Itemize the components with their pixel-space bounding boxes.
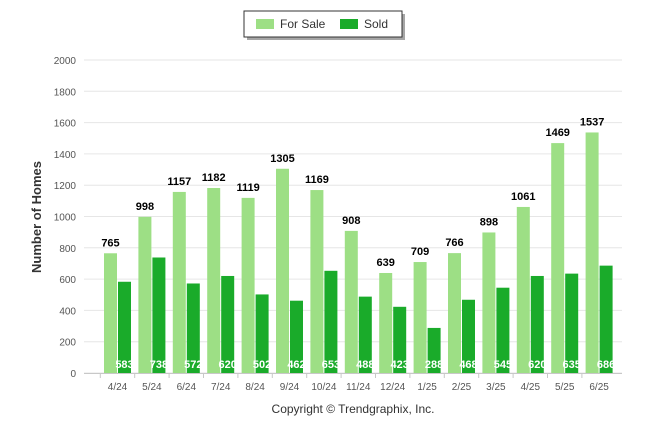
data-label-sold: 468 bbox=[459, 359, 477, 371]
y-tick-label: 1800 bbox=[54, 87, 77, 98]
x-tick-label: 3/25 bbox=[486, 382, 506, 393]
y-tick-label: 1600 bbox=[54, 119, 77, 130]
data-label-for-sale: 1537 bbox=[580, 116, 604, 128]
y-tick-label: 200 bbox=[59, 338, 76, 349]
y-tick-label: 1000 bbox=[54, 213, 77, 224]
x-tick-label: 9/24 bbox=[280, 382, 300, 393]
data-label-for-sale: 908 bbox=[342, 215, 360, 227]
bar-sold[interactable] bbox=[427, 327, 441, 373]
y-tick-label: 2000 bbox=[54, 56, 77, 67]
data-label-for-sale: 1469 bbox=[545, 127, 569, 139]
bars-layer bbox=[104, 132, 613, 373]
data-label-for-sale: 998 bbox=[136, 201, 154, 213]
x-tick-label: 8/24 bbox=[245, 382, 265, 393]
data-label-for-sale: 1169 bbox=[305, 174, 329, 186]
bar-for-sale[interactable] bbox=[104, 253, 117, 373]
legend-swatch-sold bbox=[340, 19, 358, 29]
data-label-for-sale: 766 bbox=[445, 237, 463, 249]
y-tick-label: 400 bbox=[59, 306, 76, 317]
data-label-for-sale: 639 bbox=[377, 257, 395, 269]
x-tick-label: 6/24 bbox=[177, 382, 197, 393]
y-tick-label: 800 bbox=[59, 244, 76, 255]
x-tick-label: 5/24 bbox=[142, 382, 162, 393]
bar-for-sale[interactable] bbox=[551, 143, 565, 373]
bar-sold[interactable] bbox=[599, 265, 613, 373]
data-label-sold: 738 bbox=[150, 359, 168, 371]
x-tick-label: 7/24 bbox=[211, 382, 231, 393]
data-label-for-sale: 1305 bbox=[270, 153, 294, 165]
legend-label-for-sale: For Sale bbox=[280, 17, 326, 31]
data-label-for-sale: 765 bbox=[101, 237, 119, 249]
data-label-sold: 288 bbox=[425, 359, 443, 371]
x-tick-label: 11/24 bbox=[346, 382, 371, 393]
legend-swatch-for-sale bbox=[256, 19, 274, 29]
data-label-sold: 686 bbox=[597, 359, 615, 371]
bar-for-sale[interactable] bbox=[413, 262, 427, 373]
bar-sold[interactable] bbox=[530, 275, 544, 373]
axis-layer: 0 200 400 600 800 1000 1200 1400 1600 1800 2000 4/2… bbox=[54, 56, 622, 393]
x-tick-label: 2/25 bbox=[452, 382, 472, 393]
bar-for-sale[interactable] bbox=[241, 197, 255, 373]
data-label-sold: 635 bbox=[563, 359, 581, 371]
bar-sold[interactable] bbox=[496, 287, 510, 373]
y-tick-label: 1200 bbox=[54, 181, 77, 192]
data-label-sold: 653 bbox=[322, 359, 340, 371]
x-tick-label: 4/25 bbox=[521, 382, 541, 393]
bar-sold[interactable] bbox=[358, 296, 372, 373]
bar-sold[interactable] bbox=[221, 275, 235, 373]
data-label-sold: 502 bbox=[253, 359, 271, 371]
data-label-for-sale: 1182 bbox=[202, 172, 226, 184]
bar-for-sale[interactable] bbox=[516, 206, 530, 373]
y-axis-label: Number of Homes bbox=[29, 161, 44, 273]
data-label-sold: 583 bbox=[115, 359, 133, 371]
bar-for-sale[interactable] bbox=[310, 190, 324, 373]
bar-sold[interactable] bbox=[393, 306, 407, 373]
data-label-sold: 545 bbox=[494, 359, 512, 371]
bar-sold[interactable] bbox=[324, 270, 338, 373]
data-label-sold: 620 bbox=[528, 359, 546, 371]
bar-for-sale[interactable] bbox=[482, 232, 496, 373]
data-label-sold: 572 bbox=[184, 359, 202, 371]
bar-sold[interactable] bbox=[152, 257, 166, 373]
y-tick-label: 1400 bbox=[54, 150, 77, 161]
data-label-sold: 423 bbox=[391, 359, 409, 371]
x-tick-label: 4/24 bbox=[108, 382, 128, 393]
data-label-for-sale: 1061 bbox=[511, 191, 535, 203]
bar-sold[interactable] bbox=[290, 300, 303, 373]
bar-for-sale[interactable] bbox=[138, 216, 152, 373]
data-label-sold: 620 bbox=[219, 359, 237, 371]
data-label-sold: 462 bbox=[287, 359, 305, 371]
legend[interactable]: For Sale Sold bbox=[243, 10, 405, 40]
bar-sold[interactable] bbox=[255, 294, 269, 373]
x-tick-label: 10/24 bbox=[311, 382, 336, 393]
bar-sold[interactable] bbox=[565, 273, 579, 373]
x-tick-label: 5/25 bbox=[555, 382, 575, 393]
x-tick-label: 1/25 bbox=[417, 382, 437, 393]
x-tick-label: 6/25 bbox=[589, 382, 609, 393]
data-label-sold: 488 bbox=[356, 359, 374, 371]
y-tick-label: 600 bbox=[59, 275, 76, 286]
bar-for-sale[interactable] bbox=[172, 191, 186, 373]
data-label-for-sale: 898 bbox=[480, 216, 498, 228]
bar-for-sale[interactable] bbox=[276, 168, 289, 373]
bar-for-sale[interactable] bbox=[448, 253, 461, 373]
data-label-for-sale: 1157 bbox=[167, 176, 191, 188]
labels-layer: 765 583 998 738 1157 572 1182 620 1119 502 1305 462… bbox=[101, 116, 615, 371]
data-label-for-sale: 1119 bbox=[236, 182, 259, 194]
y-tick-label: 0 bbox=[70, 369, 76, 380]
bar-sold[interactable] bbox=[118, 281, 131, 373]
legend-label-sold: Sold bbox=[364, 17, 388, 31]
data-label-for-sale: 709 bbox=[411, 246, 429, 258]
bar-sold[interactable] bbox=[186, 283, 200, 373]
bar-for-sale[interactable] bbox=[585, 132, 599, 373]
bar-for-sale[interactable] bbox=[344, 230, 358, 373]
bar-sold[interactable] bbox=[462, 299, 475, 373]
bar-for-sale[interactable] bbox=[207, 188, 221, 373]
x-tick-label: 12/24 bbox=[380, 382, 405, 393]
bar-for-sale[interactable] bbox=[379, 272, 393, 373]
copyright-text: Copyright © Trendgraphix, Inc. bbox=[272, 402, 435, 416]
